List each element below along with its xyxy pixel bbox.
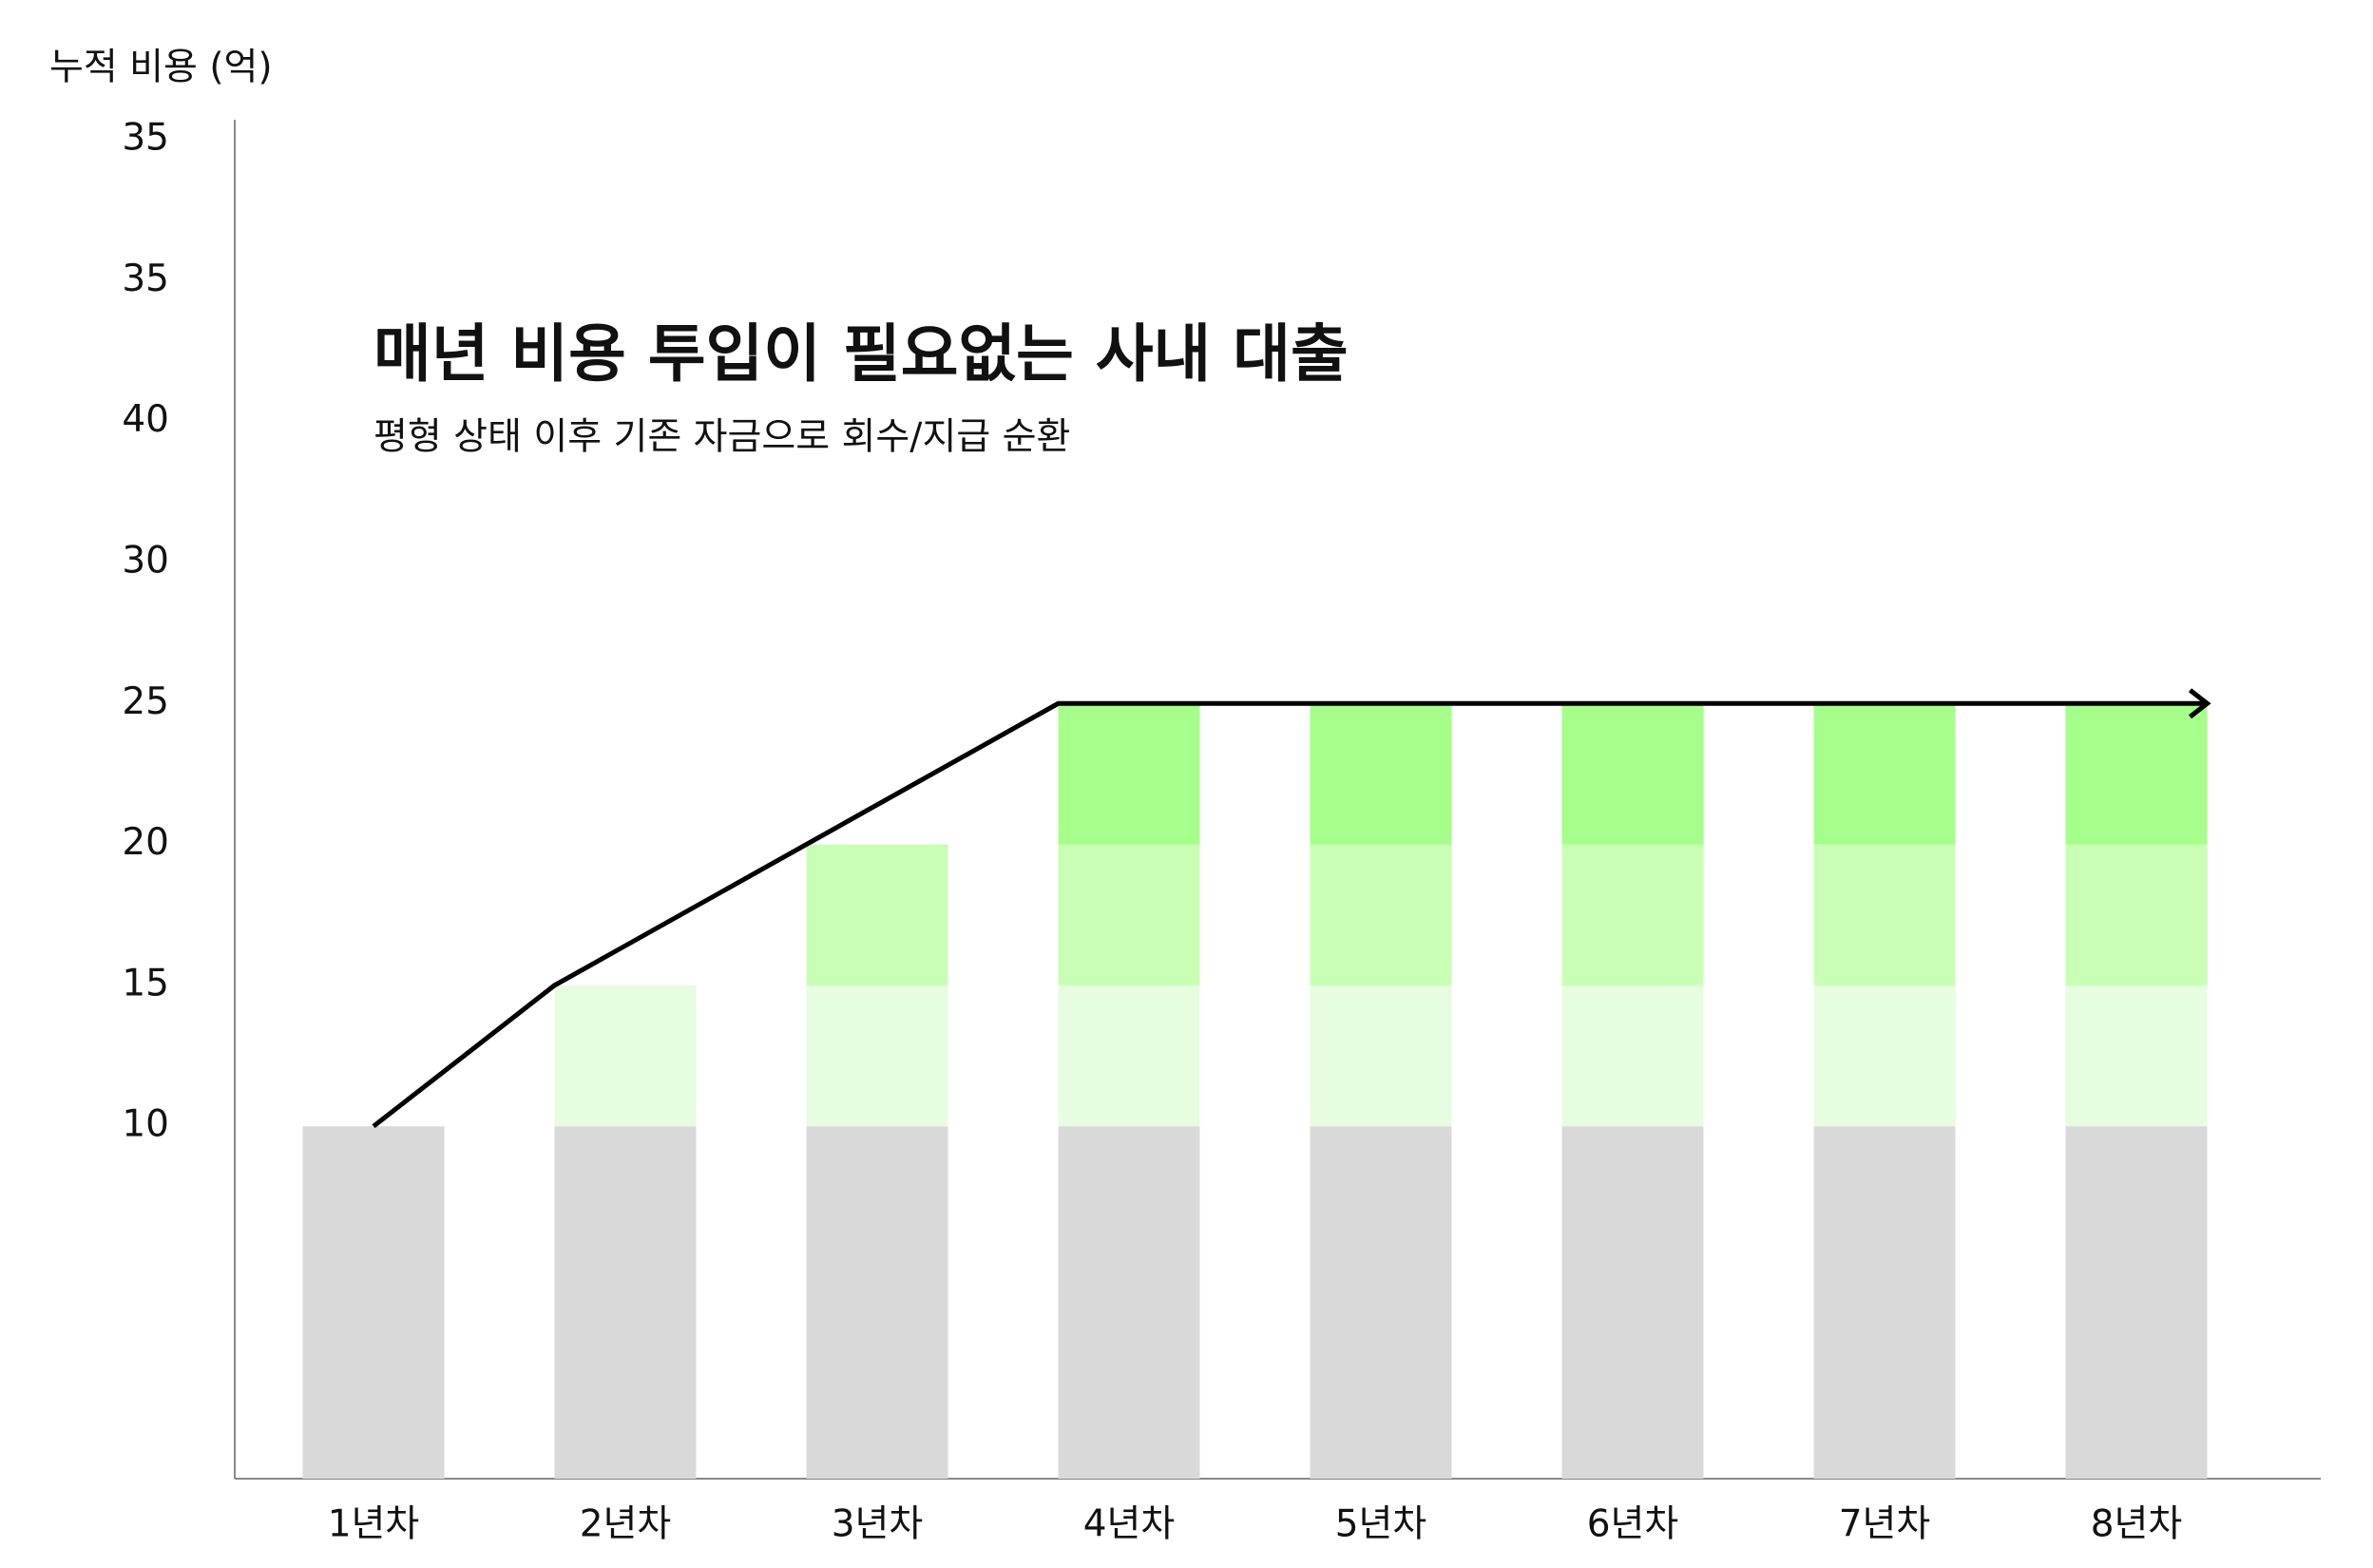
bar-segment xyxy=(1310,985,1452,1127)
y-tick-label: 30 xyxy=(122,539,169,582)
y-tick-label: 35 xyxy=(122,117,169,160)
bar-segment xyxy=(554,1126,697,1479)
x-tick-label: 1년차 xyxy=(328,1503,420,1546)
arrow-head xyxy=(2188,688,2211,719)
bar-segment xyxy=(1310,844,1452,985)
x-tick-label: 6년차 xyxy=(1587,1503,1679,1546)
bar-segment xyxy=(1310,1126,1452,1479)
x-tick-label: 2년차 xyxy=(580,1503,672,1546)
bar-segment xyxy=(1561,844,1704,985)
bar-segment xyxy=(1813,703,1956,845)
bar-segment xyxy=(1058,1126,1200,1479)
y-tick-label: 40 xyxy=(122,398,169,441)
x-tick-label: 7년차 xyxy=(1839,1503,1931,1546)
bar-segment xyxy=(1310,703,1452,845)
chart-subtitle: 평형 상태 이후 기존 자금으로 회수/지급 순환 xyxy=(373,416,1070,459)
bar-segment xyxy=(1058,985,1200,1127)
bar-segment xyxy=(2065,1126,2208,1479)
bar-segment xyxy=(1813,985,1956,1127)
bar-segment xyxy=(2065,985,2208,1127)
bar-segment xyxy=(1813,844,1956,985)
x-tick-label: 5년차 xyxy=(1335,1503,1427,1546)
bar-segment xyxy=(1561,985,1704,1127)
bar-segment xyxy=(806,985,948,1127)
bar-segment xyxy=(1058,844,1200,985)
y-tick-label: 20 xyxy=(122,821,169,864)
bar-segment xyxy=(2065,703,2208,845)
bar-segment xyxy=(1813,1126,1956,1479)
bar-segment xyxy=(1058,703,1200,845)
x-tick-label: 4년차 xyxy=(1083,1503,1176,1546)
bar-segment xyxy=(554,985,697,1127)
chart-title: 매년 비용 투입이 필요없는 사내 대출 xyxy=(373,317,1349,391)
bar-segment xyxy=(1561,1126,1704,1479)
y-tick-label: 15 xyxy=(122,962,169,1004)
bar-segment xyxy=(1561,703,1704,845)
y-axis-label: 누적 비용 (억) xyxy=(49,47,273,89)
bar-segment xyxy=(806,1126,948,1479)
trend-line xyxy=(372,700,2208,1129)
x-tick-label: 3년차 xyxy=(832,1503,924,1546)
x-tick-label: 8년차 xyxy=(2091,1503,2183,1546)
y-tick-label: 35 xyxy=(122,258,169,300)
y-tick-label: 25 xyxy=(122,680,169,723)
bar-segment xyxy=(302,1126,445,1479)
y-tick-label: 10 xyxy=(122,1103,169,1146)
bar-segment xyxy=(806,844,948,985)
bar-segment xyxy=(2065,844,2208,985)
